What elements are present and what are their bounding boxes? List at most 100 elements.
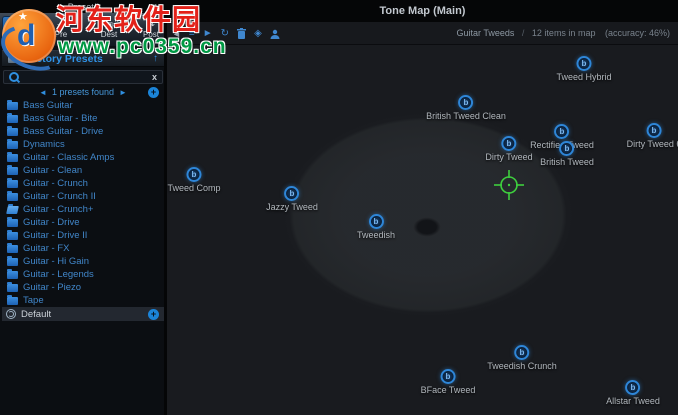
map-node-tweedish[interactable]: b Tweedish [357, 214, 395, 240]
preset-node-icon: b [186, 167, 202, 182]
map-node-label: Jazzy Tweed [266, 202, 318, 212]
status-separator: / [521, 28, 525, 38]
collapse-up-icon[interactable]: ↑ [153, 53, 158, 64]
sidebar-folder-bass-guitar-bite[interactable]: Bass Guitar - Bite [2, 112, 164, 125]
default-preset-row[interactable]: Default + [2, 307, 164, 321]
folder-icon [7, 99, 18, 110]
map-node-tweedish-crunch[interactable]: b Tweedish Crunch [487, 345, 557, 371]
folder-icon [7, 164, 18, 175]
map-node-label: Allstar Tweed [606, 396, 660, 406]
folder-label: Tape [23, 295, 44, 306]
sidebar-folder-guitar-legends[interactable]: Guitar - Legends [2, 268, 164, 281]
folder-icon [7, 294, 18, 305]
pre-button[interactable]: ↶ Pre [42, 16, 80, 43]
preset-toolbar: □ Main ↶ Pre ▣ Dest ↷ Post [0, 13, 166, 46]
main-button-label: Main [13, 30, 31, 40]
sidebar-folder-guitar-hi-gain[interactable]: Guitar - Hi Gain [2, 255, 164, 268]
sidebar-folder-guitar-piezo[interactable]: Guitar - Piezo [2, 281, 164, 294]
open-folder-icon [6, 205, 19, 214]
sidebar-folder-guitar-crunch-plus[interactable]: Guitar - Crunch+ [2, 203, 164, 216]
map-crosshair-target[interactable] [491, 167, 527, 203]
collapse-panel-icon[interactable]: ◄ [149, 1, 158, 11]
map-titlebar: Tone Map (Main) [167, 0, 678, 22]
map-node-label: British Tweed Clean [426, 111, 506, 121]
folder-icon [7, 268, 18, 279]
play-icon[interactable]: ► [202, 27, 213, 39]
sidebar-folder-guitar-fx[interactable]: Guitar - FX [2, 242, 164, 255]
back-icon[interactable]: ◄ [172, 28, 181, 39]
redo-arrow-icon: ↷ [147, 19, 155, 30]
map-node-label: Tweedish [356, 230, 396, 240]
tone-map-canvas[interactable] [167, 45, 678, 415]
sidebar-folder-guitar-drive-ii[interactable]: Guitar - Drive II [2, 229, 164, 242]
preset-node-icon: b [559, 141, 575, 156]
folder-icon [7, 281, 18, 292]
map-node-label: Dirty Tweed 6 [626, 139, 678, 149]
tab-presets[interactable]: Presets [67, 1, 99, 12]
folder-icon [7, 177, 18, 188]
list-icon[interactable]: ≡ [188, 27, 195, 39]
target-icon[interactable]: ◈ [254, 27, 262, 39]
folder-icon [7, 229, 18, 240]
add-icon[interactable]: + [148, 86, 159, 98]
sidebar-folder-guitar-clean[interactable]: Guitar - Clean [2, 164, 164, 177]
sidebar-folder-tape[interactable]: Tape [2, 294, 164, 307]
map-node-jazzy-tweed[interactable]: b Jazzy Tweed [266, 186, 318, 212]
post-button[interactable]: ↷ Post [132, 16, 170, 43]
folder-icon [7, 255, 18, 266]
node-glyph: b [651, 125, 657, 135]
node-glyph: b [463, 97, 469, 107]
factory-presets-header[interactable]: Factory Presets ↑ [2, 50, 164, 67]
refresh-icon[interactable]: ↻ [220, 27, 230, 39]
folder-icon [7, 125, 18, 136]
user-icon[interactable] [270, 29, 280, 39]
clear-search-button[interactable]: x [151, 72, 157, 82]
prev-result-icon[interactable]: ◄ [39, 87, 47, 97]
pre-button-label: Pre [54, 29, 68, 39]
sidebar-folder-guitar-classic-amps[interactable]: Guitar - Classic Amps [2, 151, 164, 164]
sidebar-folder-bass-guitar-drive[interactable]: Bass Guitar - Drive [2, 125, 164, 138]
map-node-bface-tweed[interactable]: b BFace Tweed [421, 369, 475, 395]
folder-icon [7, 151, 18, 162]
preset-circle-icon [6, 309, 16, 319]
add-icon[interactable]: + [148, 308, 159, 320]
search-icon [9, 72, 19, 82]
folder-label: Guitar - Classic Amps [23, 152, 115, 163]
dest-button[interactable]: ▣ Dest [90, 16, 128, 43]
sidebar-folder-guitar-drive[interactable]: Guitar - Drive [2, 216, 164, 229]
sidebar-folder-guitar-crunch[interactable]: Guitar - Crunch [2, 177, 164, 190]
map-node-tweed-hybrid[interactable]: b Tweed Hybrid [556, 56, 612, 82]
destination-icon: ▣ [104, 19, 114, 30]
default-label: Default [21, 308, 52, 320]
results-count-label: 1 presets found [51, 87, 115, 97]
sidebar-folder-guitar-crunch-ii[interactable]: Guitar - Crunch II [2, 190, 164, 203]
preset-node-icon: b [514, 345, 530, 360]
map-node-british-tweed-clean[interactable]: b British Tweed Clean [426, 95, 506, 121]
presets-tab-bar: Presets ◄ [0, 0, 166, 13]
node-glyph: b [445, 371, 451, 381]
map-node-dirty-tweed[interactable]: b Dirty Tweed [485, 136, 533, 162]
map-node-allstar-tweed[interactable]: b Allstar Tweed [606, 380, 660, 406]
folder-label: Bass Guitar [23, 100, 73, 111]
post-button-label: Post [142, 29, 159, 39]
trash-icon[interactable] [237, 28, 247, 39]
search-input[interactable] [23, 71, 148, 83]
node-glyph: b [506, 138, 512, 148]
map-node-label: British Tweed [540, 157, 594, 167]
map-node-label: Tweed Hybrid [556, 72, 612, 82]
sidebar-folder-bass-guitar[interactable]: Bass Guitar [2, 99, 164, 112]
preset-node-icon: b [576, 56, 592, 71]
preset-node-icon: b [458, 95, 474, 110]
dest-button-label: Dest [100, 29, 118, 39]
folder-label: Guitar - Crunch+ [23, 204, 94, 215]
next-result-icon[interactable]: ► [119, 87, 127, 97]
accuracy-label: (accuracy: 46%) [604, 28, 670, 38]
map-node-tweed-comp[interactable]: b Tweed Comp [167, 167, 221, 193]
sidebar-folder-dynamics[interactable]: Dynamics [2, 138, 164, 151]
preset-node-icon: b [501, 136, 517, 151]
map-node-dirty-tweed-6[interactable]: b Dirty Tweed 6 [627, 123, 678, 149]
preset-search-box: x [3, 70, 163, 84]
map-node-british-tweed[interactable]: b British Tweed [540, 141, 594, 167]
preset-node-icon: b [440, 369, 456, 384]
main-button[interactable]: □ Main [2, 16, 42, 45]
